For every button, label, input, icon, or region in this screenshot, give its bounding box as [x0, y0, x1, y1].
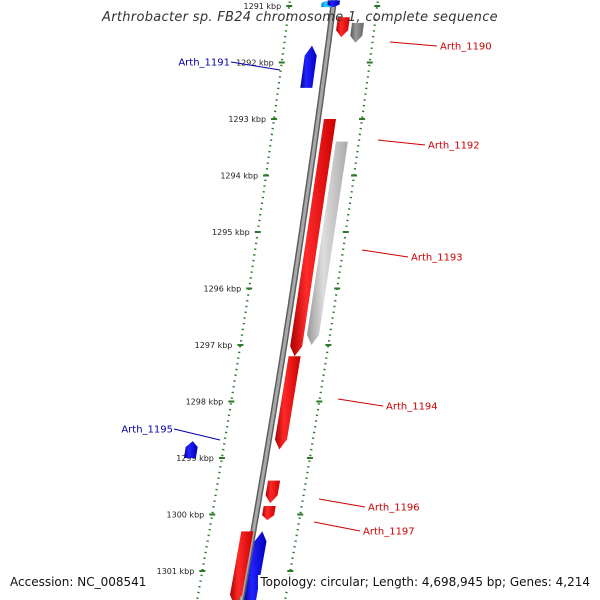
leader-line-arth-1190	[389, 41, 438, 47]
leader-line-arth-1191	[230, 61, 281, 71]
gene-arrow-arth-1193[interactable]	[307, 141, 348, 345]
gene-track	[183, 0, 364, 600]
kbp-ruler: 1291 kbp 1292 kbp 1293 kbp 1294 kbp 1295 kbp…	[157, 0, 381, 600]
gene-labels: Arth_1190 Arth_1191 Arth_1192 Arth_1193 Arth…	[121, 42, 491, 538]
leader-line-arth-1196	[318, 498, 366, 508]
gene-label-arth-1193[interactable]: Arth_1193	[411, 253, 463, 264]
kbp-tick-label: 1291 kbp	[244, 2, 282, 11]
genome-summary-text: Topology: circular; Length: 4,698,945 bp…	[258, 575, 592, 589]
gene-label-arth-1192[interactable]: Arth_1192	[428, 141, 480, 152]
gene-label-arth-1195[interactable]: Arth_1195	[121, 425, 173, 436]
kbp-tick-label: 1292 kbp	[236, 59, 274, 68]
kbp-tick-label: 1299 kbp	[176, 454, 214, 463]
kbp-tick-label: 1295 kbp	[212, 228, 250, 237]
ruler-line-left	[196, 0, 292, 600]
gene-arrow-arth-1192[interactable]	[290, 119, 336, 357]
accession-text: Accession: NC_008541	[8, 575, 149, 589]
leader-line-arth-1193	[361, 249, 409, 258]
gene-arrow-arth-1190[interactable]	[336, 17, 350, 38]
gene-arrow-arth-1194[interactable]	[275, 356, 301, 450]
gene-arrow-arth-1197[interactable]	[262, 506, 276, 521]
gene-arrow-gene-blue-bottom[interactable]	[243, 531, 267, 600]
gene-arrow-gene-red-bottom[interactable]	[230, 531, 254, 600]
ruler-line-right	[284, 0, 380, 600]
leader-line-arth-1194	[337, 398, 384, 407]
kbp-tick-label: 1301 kbp	[157, 567, 195, 576]
kbp-tick-label: 1294 kbp	[220, 172, 258, 181]
kbp-tick-label: 1297 kbp	[195, 341, 233, 350]
gene-label-arth-1191[interactable]: Arth_1191	[178, 58, 230, 69]
kbp-tick-label: 1296 kbp	[204, 285, 242, 294]
gene-arrow-arth-1196[interactable]	[265, 480, 281, 504]
gene-label-arth-1190[interactable]: Arth_1190	[440, 42, 492, 53]
kbp-tick-label: 1298 kbp	[186, 398, 224, 407]
leader-line-arth-1197	[313, 521, 361, 532]
map-title: Arthrobacter sp. FB24 chromosome 1, comp…	[102, 10, 498, 25]
gene-arrow-arth-1191[interactable]	[300, 45, 317, 88]
kbp-tick-label: 1293 kbp	[228, 115, 266, 124]
backbone-core	[239, 0, 336, 600]
gene-label-arth-1197[interactable]: Arth_1197	[363, 527, 415, 538]
gene-arrow-arth-1195[interactable]	[183, 441, 198, 458]
gene-label-arth-1196[interactable]: Arth_1196	[368, 503, 420, 514]
gene-arrow-gene-blue-top[interactable]	[327, 0, 340, 8]
gene-label-arth-1194[interactable]: Arth_1194	[386, 402, 438, 413]
chromosome-backbone	[238, 0, 338, 600]
gene-arrow-gene-grey-1[interactable]	[350, 22, 364, 43]
kbp-tick-label: 1300 kbp	[167, 511, 205, 520]
leader-line-arth-1195	[173, 428, 221, 441]
leader-line-arth-1192	[377, 139, 426, 146]
